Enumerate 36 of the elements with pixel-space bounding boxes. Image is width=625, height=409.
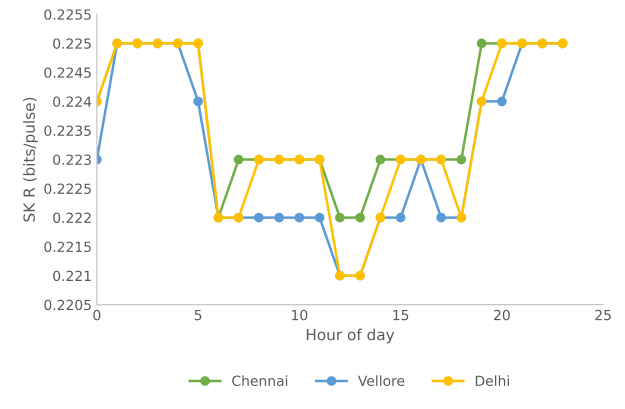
x-tick-label: 10 <box>292 310 308 320</box>
point <box>314 212 324 222</box>
legend-label: Delhi <box>476 375 509 386</box>
point <box>274 212 284 222</box>
y-tick-label: 0.224 <box>53 96 92 107</box>
x-tick-label: 5 <box>194 310 202 320</box>
point <box>254 212 264 222</box>
point <box>476 38 486 48</box>
legend-label: Chennai <box>232 375 288 386</box>
y-tick-label: 0.222 <box>53 212 91 224</box>
point <box>396 212 406 222</box>
y-tick-label: 0.2215 <box>44 242 91 252</box>
x-tick-label: 25 <box>595 310 611 320</box>
point <box>497 96 507 106</box>
point <box>355 212 365 222</box>
y-tick-label: 0.2255 <box>44 9 91 20</box>
point <box>294 212 304 222</box>
legend-label: Vellore <box>358 375 404 386</box>
x-axis-title: Hour of day <box>306 328 394 344</box>
y-tick-label: 0.221 <box>53 270 91 282</box>
y-tick-label: 0.2225 <box>44 184 91 194</box>
x-tick-label: 15 <box>393 310 408 320</box>
y-tick-label: 0.2245 <box>44 67 91 78</box>
point <box>193 96 203 106</box>
x-tick-label: 20 <box>494 310 510 320</box>
y-tick-label: 0.2205 <box>44 300 91 310</box>
y-tick-label: 0.223 <box>53 154 91 165</box>
point <box>376 154 386 164</box>
y-axis-title: SK R (bits/pulse) <box>23 98 38 222</box>
point <box>456 154 466 164</box>
point <box>436 212 446 222</box>
y-tick-label: 0.225 <box>53 38 91 49</box>
x-tick-label: 0 <box>93 310 100 320</box>
point <box>335 212 345 222</box>
y-tick-label: 0.2235 <box>44 125 91 136</box>
point <box>234 154 244 164</box>
